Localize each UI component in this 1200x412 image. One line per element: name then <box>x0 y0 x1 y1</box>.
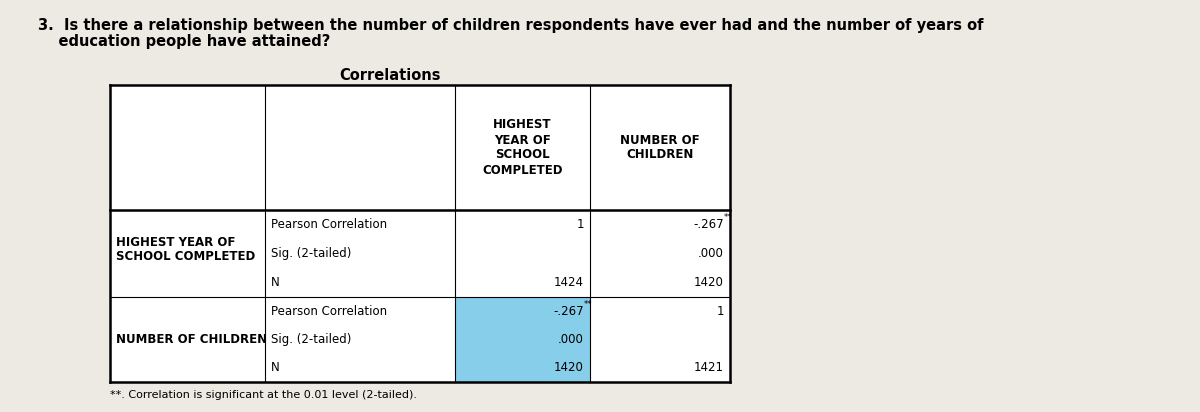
Text: -.267: -.267 <box>694 218 724 231</box>
Text: 3.  Is there a relationship between the number of children respondents have ever: 3. Is there a relationship between the n… <box>38 18 984 33</box>
Text: 1: 1 <box>716 304 724 318</box>
Text: 1420: 1420 <box>554 361 584 375</box>
Text: NUMBER OF
CHILDREN: NUMBER OF CHILDREN <box>620 133 700 162</box>
Text: Pearson Correlation: Pearson Correlation <box>271 304 388 318</box>
Text: HIGHEST
YEAR OF
SCHOOL
COMPLETED: HIGHEST YEAR OF SCHOOL COMPLETED <box>482 119 563 176</box>
Text: education people have attained?: education people have attained? <box>38 34 330 49</box>
Text: **. Correlation is significant at the 0.01 level (2-tailed).: **. Correlation is significant at the 0.… <box>110 390 418 400</box>
Text: N: N <box>271 361 280 375</box>
Text: 1421: 1421 <box>694 361 724 375</box>
Bar <box>110 85 730 382</box>
Text: N: N <box>271 276 280 289</box>
Text: 1: 1 <box>576 218 584 231</box>
Text: 1424: 1424 <box>554 276 584 289</box>
Text: .000: .000 <box>698 247 724 260</box>
Text: Sig. (2-tailed): Sig. (2-tailed) <box>271 247 352 260</box>
Text: 1420: 1420 <box>694 276 724 289</box>
Text: Sig. (2-tailed): Sig. (2-tailed) <box>271 333 352 346</box>
Text: HIGHEST YEAR OF
SCHOOL COMPLETED: HIGHEST YEAR OF SCHOOL COMPLETED <box>116 236 256 264</box>
Text: Pearson Correlation: Pearson Correlation <box>271 218 388 231</box>
Bar <box>455 297 590 382</box>
Text: **: ** <box>724 213 732 222</box>
Text: Correlations: Correlations <box>340 68 440 83</box>
Text: NUMBER OF CHILDREN: NUMBER OF CHILDREN <box>116 333 268 346</box>
Text: .000: .000 <box>558 333 584 346</box>
Text: **: ** <box>584 300 593 309</box>
Text: -.267: -.267 <box>553 304 584 318</box>
